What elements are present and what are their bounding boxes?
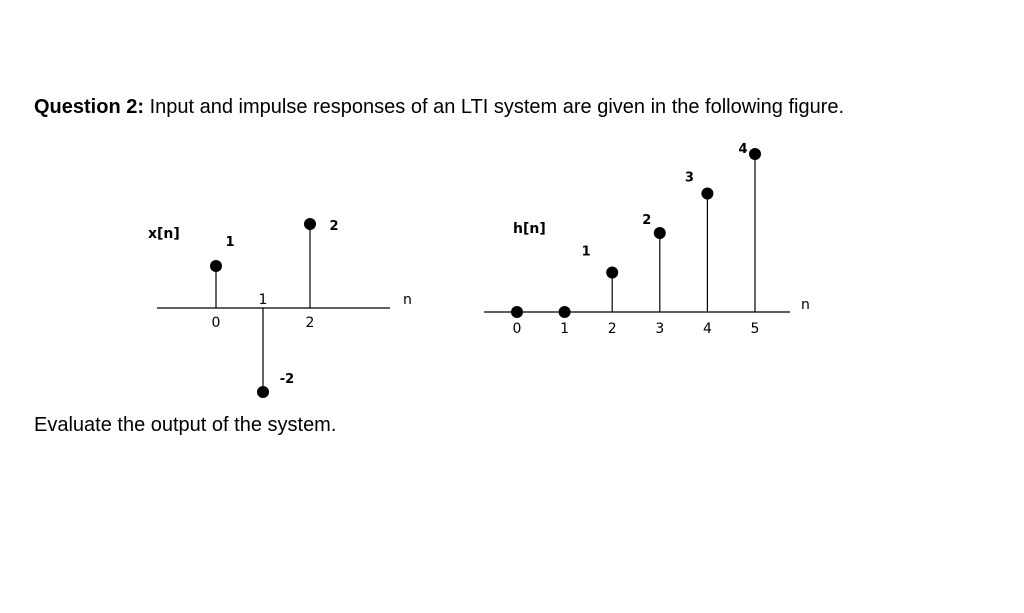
hn-xlabel: n bbox=[801, 297, 810, 313]
question-label: Question 2: bbox=[34, 96, 145, 118]
tick-label: 4 bbox=[703, 321, 712, 337]
tick-label: 5 bbox=[751, 321, 760, 337]
question-text: Input and impulse responses of an LTI sy… bbox=[144, 96, 845, 118]
stem-dot bbox=[511, 306, 523, 318]
instruction-text: Evaluate the output of the system. bbox=[34, 414, 337, 436]
value-label: -2 bbox=[280, 372, 294, 387]
question-line: Question 2: Input and impulse responses … bbox=[34, 96, 844, 119]
value-label: 2 bbox=[329, 219, 338, 234]
value-label: 4 bbox=[738, 142, 747, 157]
stem-dot bbox=[701, 187, 714, 200]
stem-dot bbox=[749, 148, 761, 160]
stem-dot bbox=[210, 260, 222, 272]
stem-dot bbox=[257, 386, 269, 398]
value-label: 2 bbox=[642, 213, 651, 228]
stem-dot bbox=[304, 218, 316, 230]
stem-dot bbox=[606, 266, 619, 279]
value-label: 3 bbox=[685, 171, 694, 186]
tick-label: 0 bbox=[513, 321, 522, 337]
tick-label: 3 bbox=[655, 321, 664, 337]
tick-label: 2 bbox=[608, 321, 617, 337]
tick-label: 0 bbox=[212, 315, 221, 331]
tick-label: 2 bbox=[306, 315, 315, 331]
hn-stems: 0 1 2 1 3 2 4 3 5 4 bbox=[511, 142, 761, 337]
hn-ylabel: h[n] bbox=[513, 221, 546, 237]
xn-plot: x[n] n 0 1 1 -2 2 2 bbox=[148, 218, 412, 398]
tick-label: 1 bbox=[560, 321, 569, 337]
hn-plot: h[n] n 0 1 2 1 3 2 4 3 5 4 bbox=[484, 142, 810, 337]
value-label: 1 bbox=[582, 245, 591, 260]
xn-ylabel: x[n] bbox=[148, 226, 180, 242]
xn-xlabel: n bbox=[403, 292, 412, 308]
value-label: 1 bbox=[225, 235, 234, 250]
xn-stems: 0 1 1 -2 2 2 bbox=[210, 218, 339, 398]
stem-dot bbox=[653, 227, 666, 239]
stem-dot bbox=[558, 306, 571, 318]
tick-label: 1 bbox=[259, 292, 268, 308]
